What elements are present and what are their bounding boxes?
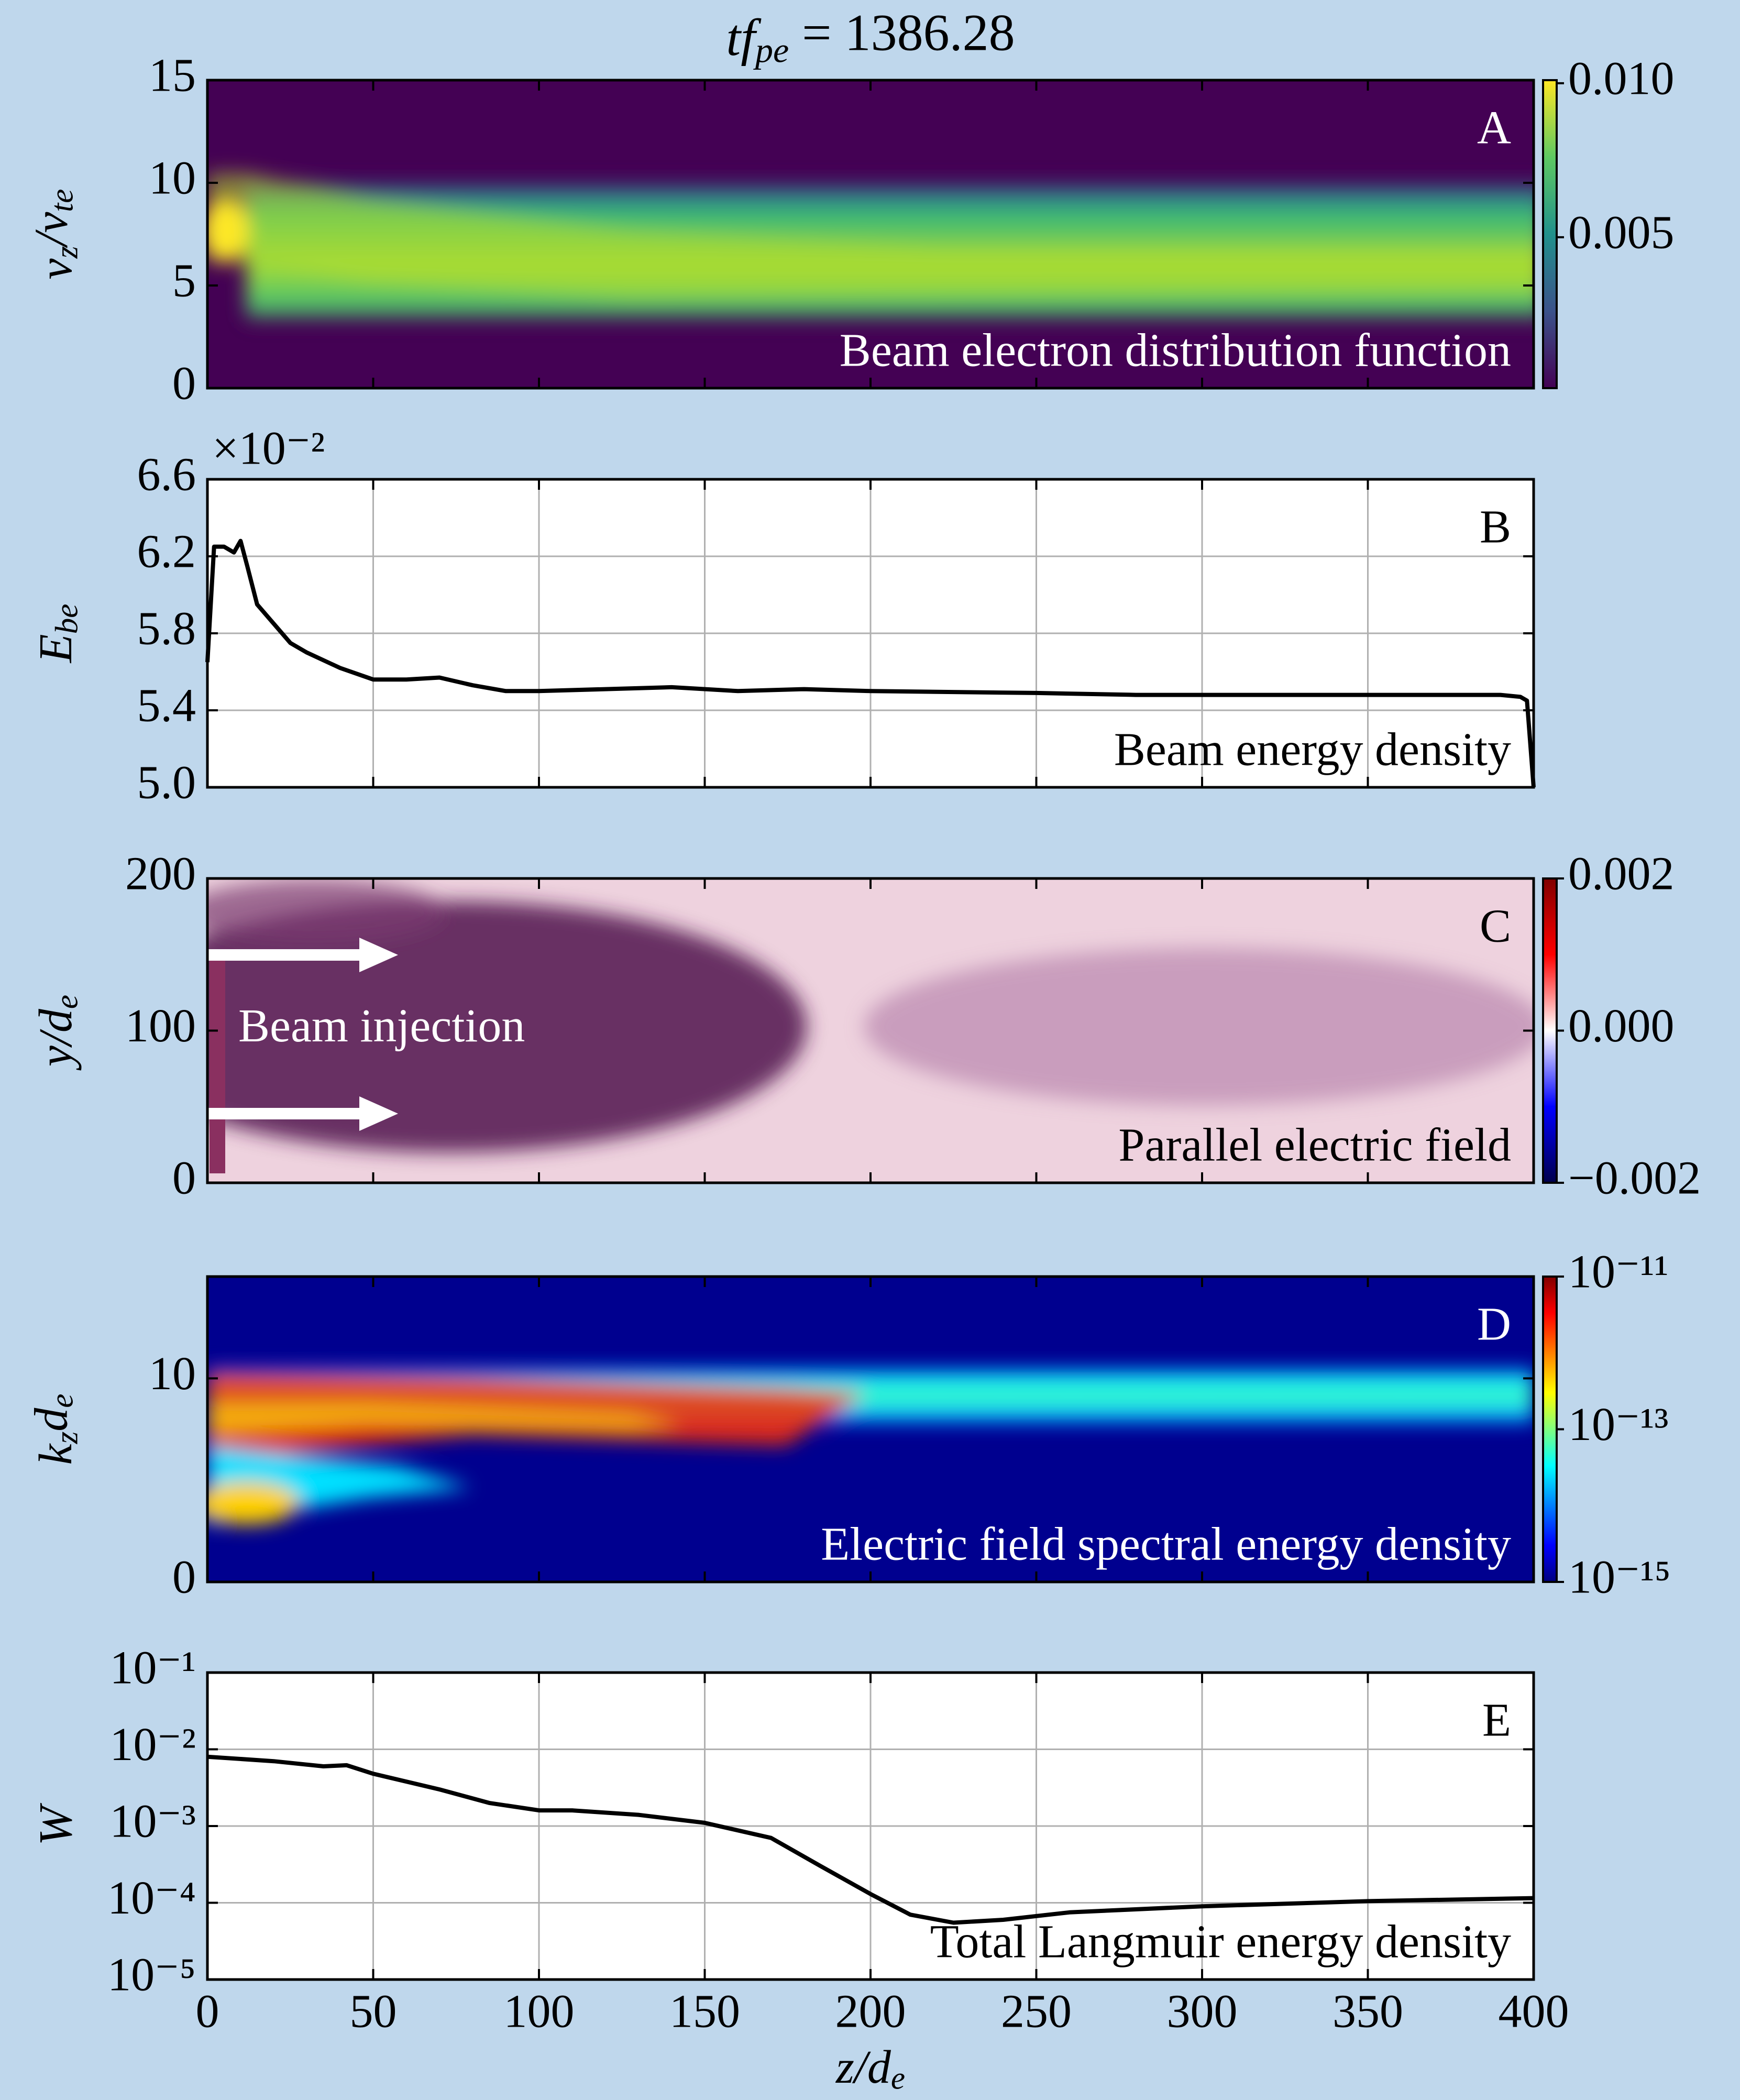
label-part: z/d xyxy=(835,2041,891,2093)
y-tick-label: 6.6 xyxy=(137,449,196,501)
y-tick-label: 10⁻⁵ xyxy=(107,1949,196,2001)
y-axis-label: y/de xyxy=(30,995,85,1071)
y-tick-label: 0 xyxy=(172,1552,196,1603)
label-part: be xyxy=(49,604,84,634)
axes-frame xyxy=(206,877,1535,1184)
heatmap-image xyxy=(207,80,1534,388)
y-axis-label: Ebe xyxy=(30,604,85,664)
y-tick-label: 0 xyxy=(172,1152,196,1204)
y-tick-label: 10⁻² xyxy=(110,1719,196,1771)
offset-text: ×10⁻² xyxy=(212,423,325,475)
axes-frame xyxy=(206,1275,1535,1584)
panel-label: C xyxy=(1480,900,1511,952)
y-axis-label: kzde xyxy=(25,1394,84,1465)
colorbar xyxy=(1542,1276,1558,1583)
label-part: W xyxy=(30,1802,82,1845)
x-tick-label: 300 xyxy=(1167,1986,1238,2038)
label-part: te xyxy=(45,189,80,212)
title: tfpe = 1386.28 xyxy=(726,3,1015,70)
axes-frame xyxy=(206,1671,1535,1981)
label-part: e xyxy=(49,995,84,1009)
axes-frame xyxy=(206,79,1535,390)
panel-label: E xyxy=(1482,1695,1511,1746)
label-part: = 1386.28 xyxy=(789,3,1015,61)
x-tick-label: 50 xyxy=(350,1986,397,2038)
axes-frame xyxy=(206,478,1535,789)
colorbar-tick-label: 0.010 xyxy=(1568,53,1675,105)
x-tick-label: 0 xyxy=(196,1986,219,2038)
x-tick-label: 200 xyxy=(835,1986,906,2038)
annotation: Parallel electric field xyxy=(1118,1119,1511,1171)
colorbar-tick-label: 10⁻¹³ xyxy=(1568,1399,1668,1450)
label-part: /v xyxy=(25,212,77,249)
y-tick-label: 5.0 xyxy=(137,757,196,809)
heatmap-image xyxy=(207,878,1534,1183)
y-axis-label: W xyxy=(30,1802,82,1845)
inset-text: Beam injection xyxy=(238,1000,525,1052)
label-part: y/d xyxy=(30,1008,82,1071)
colorbar-tick-label: 0.005 xyxy=(1568,207,1675,259)
y-tick-label: 200 xyxy=(125,848,196,900)
y-tick-label: 100 xyxy=(125,1000,196,1052)
y-tick-label: 10 xyxy=(149,1348,196,1400)
label-part: z xyxy=(49,1432,84,1445)
colorbar xyxy=(1542,79,1558,389)
annotation: Electric field spectral energy density xyxy=(821,1519,1511,1570)
x-tick-label: 250 xyxy=(1001,1986,1072,2038)
y-tick-label: 6.2 xyxy=(137,526,196,578)
line xyxy=(207,1754,1534,1925)
colorbar-tick-label: 10⁻¹¹ xyxy=(1568,1246,1668,1298)
annotation: Beam energy density xyxy=(1114,724,1511,776)
y-axis-label: vz/vte xyxy=(25,189,84,280)
colorbar xyxy=(1542,877,1558,1184)
annotation: Beam electron distribution function xyxy=(840,325,1511,377)
x-tick-label: 400 xyxy=(1499,1986,1569,2038)
heatmap-image xyxy=(207,1277,1534,1582)
label-part: pe xyxy=(753,30,789,70)
panel-label: B xyxy=(1480,501,1511,553)
colorbar-tick-label: 0.002 xyxy=(1568,848,1675,900)
y-tick-label: 5.8 xyxy=(137,603,196,655)
y-tick-label: 5 xyxy=(172,255,196,307)
y-tick-label: 15 xyxy=(149,50,196,102)
label-part: k xyxy=(30,1443,82,1465)
label-part: e xyxy=(891,2060,905,2096)
colorbar-tick-label: −0.002 xyxy=(1568,1152,1701,1204)
x-tick-label: 100 xyxy=(504,1986,575,2038)
y-tick-label: 10⁻¹ xyxy=(110,1642,196,1694)
x-axis-label: z/de xyxy=(835,2041,905,2096)
label-part: e xyxy=(45,1394,80,1408)
panel-label: A xyxy=(1477,102,1511,154)
annotation: Total Langmuir energy density xyxy=(930,1916,1511,1968)
label-part: d xyxy=(25,1408,77,1432)
label-part: v xyxy=(30,258,82,279)
label-part: z xyxy=(49,246,84,259)
y-tick-label: 10 xyxy=(149,152,196,204)
label-part: E xyxy=(30,634,82,664)
colorbar-tick-label: 10⁻¹⁵ xyxy=(1568,1552,1671,1603)
x-tick-label: 150 xyxy=(669,1986,740,2038)
y-tick-label: 5.4 xyxy=(137,680,196,732)
line xyxy=(205,538,1536,788)
x-tick-label: 350 xyxy=(1332,1986,1403,2038)
panel-label: D xyxy=(1477,1299,1511,1350)
y-tick-label: 10⁻⁴ xyxy=(107,1872,196,1924)
y-tick-label: 0 xyxy=(172,358,196,410)
y-tick-label: 10⁻³ xyxy=(110,1796,196,1848)
colorbar-tick-label: 0.000 xyxy=(1568,1000,1675,1052)
